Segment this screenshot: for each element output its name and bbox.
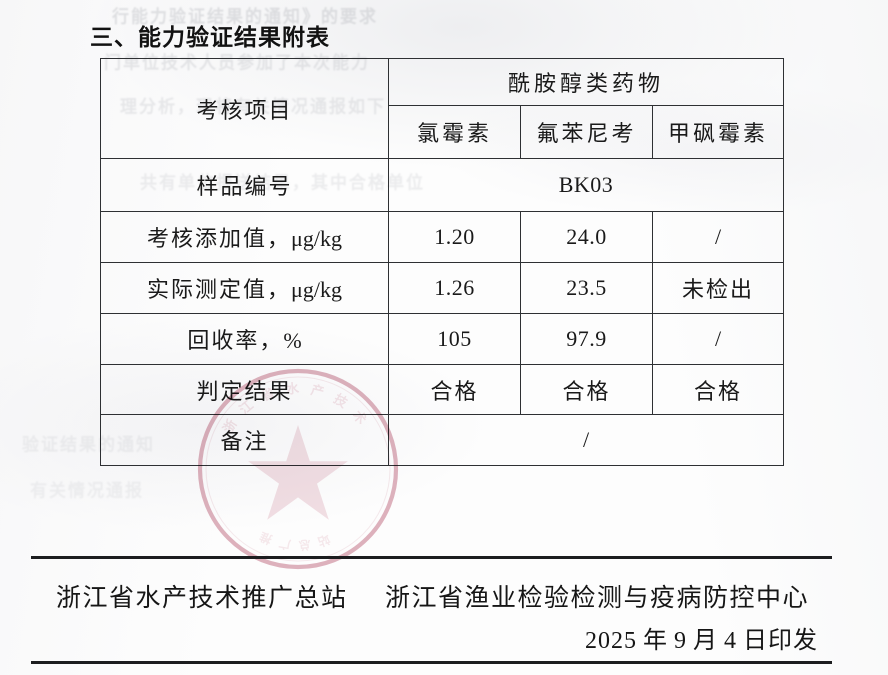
footer-date-month: 9	[674, 628, 687, 654]
table-row-recovery-rate: 回收率，% 105 97.9 /	[100, 313, 785, 365]
footer-date-day-label: 日印发	[743, 628, 818, 654]
table-row-group-header: 考核项目 酰胺醇类药物	[100, 58, 785, 159]
table-row-remark: 备注 /	[100, 414, 785, 466]
row-label-text: 考核添加值，	[147, 226, 292, 251]
cell-assigned-thiamphenicol: /	[651, 211, 785, 263]
footer-top-rule	[31, 556, 832, 559]
table-row-assigned-value: 考核添加值，μg/kg 1.20 24.0 /	[100, 211, 785, 263]
cell-recovery-chloramphenicol: 105	[388, 313, 521, 365]
row-label-remark: 备注	[100, 414, 389, 466]
svg-text:站: 站	[316, 532, 332, 550]
cell-verdict-florfenicol: 合格	[520, 364, 653, 415]
footer-bottom-rule	[31, 661, 832, 664]
svg-text:推: 推	[257, 529, 274, 548]
bleed-through-text: 有关情况通报	[30, 480, 144, 501]
footer-issue-date: 2025 年 9 月 4 日印发	[0, 620, 818, 655]
cell-recovery-florfenicol: 97.9	[520, 313, 653, 365]
row-label-text: 实际测定值，	[147, 277, 292, 302]
table-row-measured-value: 实际测定值，μg/kg 1.26 23.5 未检出	[100, 262, 785, 314]
cell-assigned-florfenicol: 24.0	[520, 211, 653, 263]
table-row-sample-number: 样品编号 BK03	[100, 158, 785, 212]
header-cell-chloramphenicol: 氯霉素	[388, 105, 521, 159]
cell-recovery-thiamphenicol: /	[651, 313, 785, 365]
cell-measured-thiamphenicol: 未检出	[651, 262, 785, 314]
row-label-recovery-rate: 回收率，%	[100, 313, 389, 365]
capability-verification-result-table: 考核项目 酰胺醇类药物 氯霉素 氟苯尼考 甲砜霉素 样品编号 BK03 考核添加…	[100, 58, 785, 466]
footer-date-year: 2025	[585, 628, 637, 654]
row-label-unit: μg/kg	[291, 226, 342, 251]
svg-text:广: 广	[277, 536, 291, 553]
cell-sample-number-value: BK03	[387, 158, 785, 212]
row-label-assigned-value: 考核添加值，μg/kg	[100, 211, 389, 263]
header-cell-thiamphenicol: 甲砜霉素	[651, 105, 785, 159]
cell-measured-chloramphenicol: 1.26	[388, 262, 521, 314]
cell-verdict-chloramphenicol: 合格	[388, 364, 521, 415]
footer-org-right: 浙江省渔业检验检测与疫病防控中心	[385, 585, 810, 612]
cell-verdict-thiamphenicol: 合格	[651, 364, 785, 415]
footer-org-left: 浙江省水产技术推广总站	[56, 585, 348, 612]
row-label-verdict: 判定结果	[100, 364, 389, 415]
cell-remark-value: /	[387, 414, 785, 466]
row-label-sample-number: 样品编号	[100, 158, 389, 212]
cell-assigned-chloramphenicol: 1.20	[388, 211, 521, 263]
header-cell-florfenicol: 氟苯尼考	[520, 105, 653, 159]
section-heading: 三、能力验证结果附表	[90, 24, 330, 50]
row-label-unit: %	[283, 328, 302, 353]
footer-date-year-label: 年	[643, 628, 668, 654]
footer-date-day: 4	[724, 628, 737, 654]
table-row-drug-header: 氯霉素 氟苯尼考 甲砜霉素	[101, 105, 785, 159]
header-cell-assessment-item: 考核项目	[100, 58, 389, 159]
row-label-unit: μg/kg	[291, 277, 342, 302]
footer-date-month-label: 月	[693, 628, 718, 654]
row-label-text: 回收率，	[187, 328, 284, 353]
footer-issuing-organizations: 浙江省水产技术推广总站 浙江省渔业检验检测与疫病防控中心	[56, 578, 809, 614]
svg-text:总: 总	[298, 537, 311, 553]
row-label-measured-value: 实际测定值，μg/kg	[100, 262, 389, 314]
header-cell-drug-group: 酰胺醇类药物	[387, 58, 785, 106]
table-row-verdict: 判定结果 合格 合格 合格	[100, 364, 785, 415]
cell-measured-florfenicol: 23.5	[520, 262, 653, 314]
